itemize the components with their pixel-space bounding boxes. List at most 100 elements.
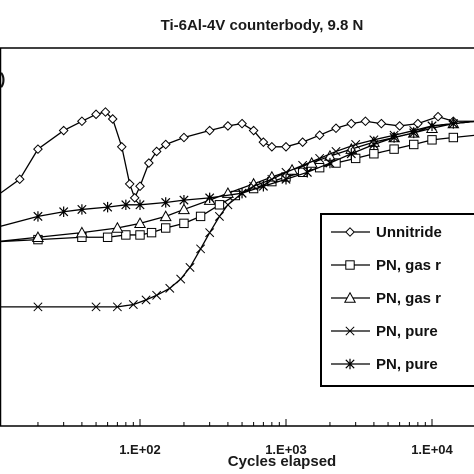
series-line	[0, 120, 474, 228]
x-marker	[196, 244, 206, 254]
x-marker	[205, 228, 215, 238]
diamond-marker	[376, 118, 387, 129]
star-marker	[102, 201, 113, 213]
star-marker	[346, 148, 356, 159]
x-marker	[112, 302, 122, 312]
star-marker	[409, 127, 419, 139]
square-marker	[369, 149, 379, 159]
diamond-marker	[258, 137, 269, 148]
square-marker	[427, 135, 437, 145]
legend-item: PN, pure	[331, 356, 438, 373]
legend: Unnitride PN, gas r PN, gas r PN, pure PN, p…	[320, 213, 474, 387]
x-marker	[176, 274, 186, 284]
diamond-marker	[160, 139, 171, 150]
x-tick-label: 1.E+03	[265, 442, 307, 457]
diamond-marker	[345, 227, 355, 237]
square-marker	[146, 227, 157, 238]
panel-label: )	[0, 71, 5, 88]
star-marker	[135, 199, 145, 210]
square-marker	[214, 200, 225, 210]
x-marker	[298, 160, 308, 170]
triangle-marker	[75, 226, 88, 238]
diamond-marker	[129, 192, 140, 203]
x-marker	[152, 290, 162, 300]
diamond-marker	[91, 109, 101, 120]
diamond-marker	[360, 116, 371, 127]
triangle-marker	[343, 291, 357, 303]
star-marker	[345, 358, 355, 370]
diamond-marker	[433, 111, 443, 122]
star-marker	[427, 120, 437, 132]
diamond-marker	[116, 141, 127, 152]
x-marker	[351, 139, 361, 150]
star-marker	[369, 139, 379, 150]
square-marker	[345, 260, 355, 270]
diamond-marker	[151, 146, 162, 157]
x-marker	[315, 153, 325, 163]
square-marker	[331, 158, 341, 168]
star-marker	[205, 192, 215, 204]
series-group	[0, 107, 474, 312]
square-marker	[448, 132, 459, 143]
legend-item: Unnitride	[331, 224, 442, 241]
legend-label: PN, gas r	[376, 290, 441, 307]
diamond-marker	[33, 144, 43, 155]
triangle-marker	[159, 210, 172, 222]
chart-title: Ti-6Al-4V counterbody, 9.8 N	[161, 17, 364, 34]
legend-item: PN, pure	[331, 323, 438, 340]
square-marker	[102, 232, 113, 242]
star-marker	[325, 157, 335, 169]
series-line	[0, 120, 474, 242]
square-marker	[121, 230, 131, 240]
x-marker	[165, 283, 175, 293]
legend-label: PN, pure	[376, 356, 438, 373]
diamond-marker	[179, 132, 189, 143]
x-marker	[331, 146, 341, 156]
x-marker	[214, 211, 224, 221]
diamond-marker	[297, 137, 308, 148]
x-marker	[128, 300, 138, 310]
star-marker	[448, 118, 458, 129]
x-axis-label: Cycles elapsed	[228, 453, 336, 470]
triangle-marker	[133, 217, 147, 229]
legend-label: PN, gas r	[376, 257, 441, 274]
diamond-marker	[100, 107, 111, 117]
star-marker	[33, 211, 43, 222]
star-marker	[281, 174, 291, 185]
diamond-marker	[281, 141, 291, 152]
square-marker	[135, 230, 145, 240]
diamond-marker	[237, 118, 247, 129]
square-marker	[409, 139, 419, 150]
x-marker	[281, 167, 291, 177]
star-marker	[302, 167, 312, 178]
diamond-marker	[266, 141, 277, 152]
x-marker	[141, 295, 151, 305]
diamond-marker	[76, 116, 87, 127]
diamond-marker	[331, 123, 341, 134]
triangle-marker	[111, 221, 124, 233]
diamond-marker	[204, 125, 215, 136]
square-marker	[179, 218, 189, 229]
plot-axes: 1.E+02 1.E+03 1.E+04	[0, 47, 474, 457]
square-marker	[195, 211, 206, 222]
square-marker	[161, 223, 171, 233]
x-marker	[223, 200, 233, 210]
star-marker	[237, 188, 247, 199]
diamond-marker	[135, 181, 145, 192]
x-marker	[267, 174, 277, 184]
x-marker	[91, 302, 101, 312]
star-marker	[59, 206, 69, 217]
legend-item: PN, gas r	[331, 257, 441, 274]
diamond-marker	[124, 179, 135, 189]
legend-item: PN, gas r	[331, 290, 441, 307]
diamond-marker	[314, 130, 325, 141]
x-marker	[33, 302, 43, 312]
diamond-marker	[412, 118, 423, 129]
x-tick-label: 1.E+04	[411, 442, 453, 457]
x-tick-label: 1.E+02	[119, 442, 161, 457]
star-marker	[77, 204, 87, 215]
series-line	[0, 111, 474, 200]
diamond-marker	[58, 125, 69, 136]
diamond-marker	[222, 121, 233, 131]
